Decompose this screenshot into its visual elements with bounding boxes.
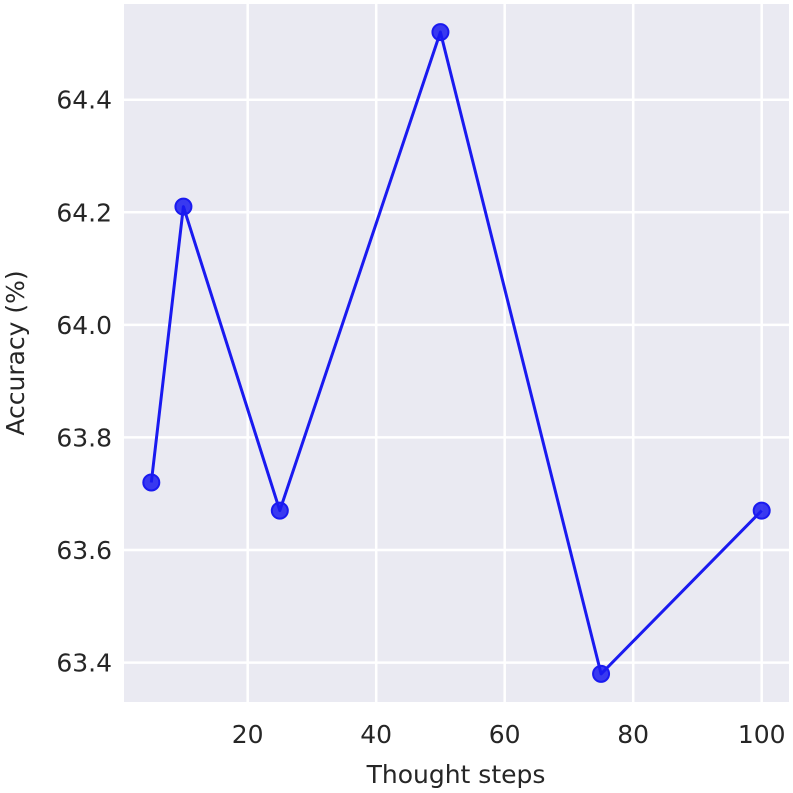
y-tick-label: 64.4 (56, 86, 112, 115)
y-tick-label: 64.0 (56, 311, 112, 340)
x-tick-label: 100 (738, 720, 786, 749)
y-tick-label: 63.4 (56, 649, 112, 678)
x-tick-label: 20 (232, 720, 264, 749)
x-axis-ticks: 20 40 60 80 100 (232, 720, 786, 749)
data-point (431, 23, 450, 42)
grid-lines (124, 4, 789, 702)
data-point (270, 501, 289, 520)
y-tick-label: 63.8 (56, 423, 112, 452)
data-point (174, 197, 193, 216)
data-point (592, 664, 611, 683)
data-point (142, 473, 161, 492)
y-axis-ticks: 63.4 63.6 63.8 64.0 64.2 64.4 (56, 86, 112, 678)
y-tick-label: 63.6 (56, 536, 112, 565)
x-tick-label: 80 (617, 720, 649, 749)
x-tick-label: 60 (489, 720, 521, 749)
x-axis-label: Thought steps (366, 760, 546, 789)
data-series (142, 23, 771, 683)
plot-area (124, 4, 789, 702)
series-line (149, 30, 763, 676)
data-point (752, 501, 771, 520)
y-tick-label: 64.2 (56, 198, 112, 227)
x-tick-label: 40 (360, 720, 392, 749)
y-axis-label: Accuracy (%) (1, 270, 30, 435)
